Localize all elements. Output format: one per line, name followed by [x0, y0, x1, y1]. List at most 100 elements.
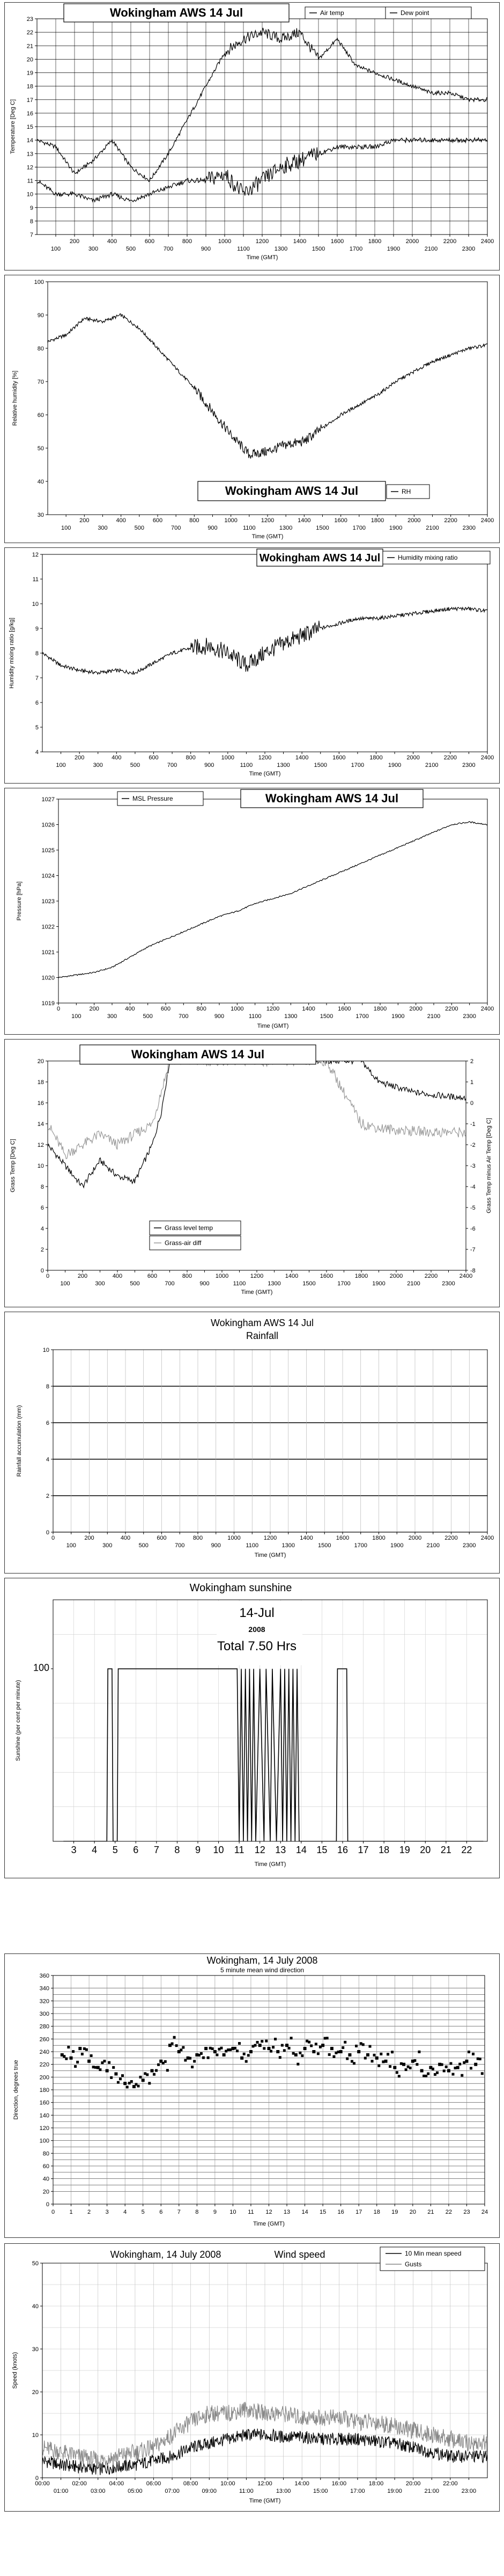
- x-tick-label: 1700: [351, 762, 364, 769]
- data-point: [155, 2069, 158, 2072]
- data-point: [380, 2052, 383, 2055]
- x-tick-label: 2300: [463, 1542, 476, 1549]
- y-tick-label: 1024: [42, 873, 55, 880]
- data-point: [429, 2066, 433, 2069]
- x-tick-label: 1600: [338, 1006, 351, 1012]
- x-tick-label: 300: [88, 246, 98, 252]
- y-tick-label: 1020: [42, 975, 55, 982]
- data-point: [242, 2052, 246, 2055]
- chart-title: Wokingham, 14 July 2008: [110, 2249, 221, 2260]
- x-tick-label: 600: [161, 1006, 171, 1012]
- data-point: [137, 2084, 140, 2088]
- x-tick-label: 1100: [243, 525, 256, 531]
- data-point: [238, 2042, 241, 2045]
- data-point: [301, 2054, 304, 2058]
- y-right-tick-label: -1: [470, 1121, 476, 1128]
- data-point: [209, 2046, 212, 2050]
- data-point: [476, 2057, 479, 2060]
- chart-title: Wokingham AWS 14 Jul: [265, 792, 398, 805]
- title-box: [240, 789, 424, 808]
- data-point: [197, 2054, 201, 2057]
- data-point: [263, 2047, 266, 2050]
- data-point: [456, 2066, 459, 2069]
- data-point: [99, 2068, 102, 2072]
- chart-relative-humidity: 30 40 50 60 70 80 90 100 200 400 600 800 1000 1200 140…: [4, 275, 500, 543]
- x-tick-label: 2100: [427, 1542, 440, 1549]
- x-tick-label: 0: [57, 1006, 60, 1012]
- data-point: [204, 2047, 208, 2051]
- data-point: [132, 2085, 136, 2089]
- y-tick-label: 13: [27, 151, 33, 157]
- data-point: [399, 2062, 403, 2065]
- y-tick-label: 100: [34, 279, 44, 286]
- y-right-tick-label: -8: [470, 1268, 476, 1274]
- y-axis-label: Rainfall accumulation (mm): [16, 1405, 23, 1476]
- data-point: [344, 2040, 347, 2044]
- chart-wind-speed: 0 10 20 30 40 50 00:00 02:00 04:00 06:00 08:00 10:0…: [4, 2243, 500, 2512]
- data-point: [435, 2071, 439, 2074]
- data-point: [121, 2074, 124, 2077]
- data-point: [270, 2050, 273, 2053]
- x-tick-label: 0: [46, 1273, 49, 1279]
- legend-label: Gusts: [405, 2260, 421, 2268]
- x-tick-label: 1600: [320, 1273, 333, 1279]
- x-tick-label: 20: [420, 1845, 431, 1855]
- y-right-tick-label: -6: [470, 1226, 476, 1232]
- data-point: [157, 2063, 160, 2066]
- data-point: [480, 2072, 484, 2075]
- data-point: [465, 2059, 469, 2063]
- x-tick-label: 07:00: [165, 2488, 180, 2494]
- y-tick-label: 15: [27, 124, 33, 130]
- x-tick-label: 900: [199, 1280, 209, 1287]
- legend-label: MSL Pressure: [132, 795, 173, 802]
- x-tick-label: 8: [174, 1845, 180, 1855]
- data-point: [101, 2061, 104, 2065]
- data-point: [65, 2057, 68, 2060]
- data-point: [146, 2073, 149, 2076]
- y-tick-label: 7: [35, 675, 39, 682]
- y-tick-label: 14: [38, 1121, 44, 1128]
- x-tick-label: 1600: [334, 517, 347, 524]
- x-tick-label: 11:00: [239, 2488, 254, 2494]
- x-tick-label: 2400: [481, 1006, 494, 1012]
- data-point: [416, 2063, 419, 2066]
- x-tick-label: 1400: [302, 1006, 315, 1012]
- y-tick-label: 50: [32, 2260, 39, 2267]
- x-tick-label: 5: [142, 2209, 145, 2215]
- legend-box: [117, 791, 204, 806]
- y-tick-label: 1027: [42, 796, 55, 803]
- x-tick-label: 2000: [406, 238, 419, 245]
- legend-box: [149, 1220, 241, 1235]
- data-point: [409, 2066, 412, 2069]
- y-tick-label: 18: [38, 1079, 44, 1086]
- x-tick-label: 1100: [240, 762, 253, 769]
- y-tick-label: 70: [38, 379, 44, 385]
- legend-label: 10 Min mean speed: [405, 2250, 461, 2257]
- y-tick-label: 340: [40, 1986, 49, 1992]
- data-point: [375, 2056, 379, 2060]
- legend-box: [385, 6, 472, 19]
- chart-title: Wokingham AWS 14 Jul: [260, 552, 381, 564]
- data-point: [323, 2037, 327, 2040]
- title-box: [166, 1582, 327, 1594]
- data-point: [164, 2060, 167, 2063]
- y-tick-label: 21: [27, 43, 33, 49]
- x-tick-label: 12: [265, 2209, 272, 2215]
- x-tick-label: 700: [164, 246, 173, 252]
- x-tick-label: 1200: [264, 1535, 277, 1541]
- x-tick-label: 1900: [390, 1542, 403, 1549]
- y-tick-label: 10: [38, 1163, 44, 1169]
- x-tick-label: 100: [51, 246, 61, 252]
- x-tick-label: 300: [93, 762, 103, 769]
- data-point: [195, 2053, 199, 2057]
- y-tick-label: 22: [27, 30, 33, 36]
- chart-year: 2008: [248, 1625, 265, 1634]
- data-point: [325, 2037, 329, 2040]
- x-tick-label: 900: [201, 246, 211, 252]
- y-axis-label: Direction, degrees true: [13, 2060, 19, 2119]
- x-tick-label: 1500: [312, 246, 325, 252]
- data-point: [297, 2062, 300, 2066]
- data-point: [211, 2047, 214, 2050]
- x-tick-label: 100: [60, 1280, 70, 1287]
- data-point: [314, 2043, 317, 2046]
